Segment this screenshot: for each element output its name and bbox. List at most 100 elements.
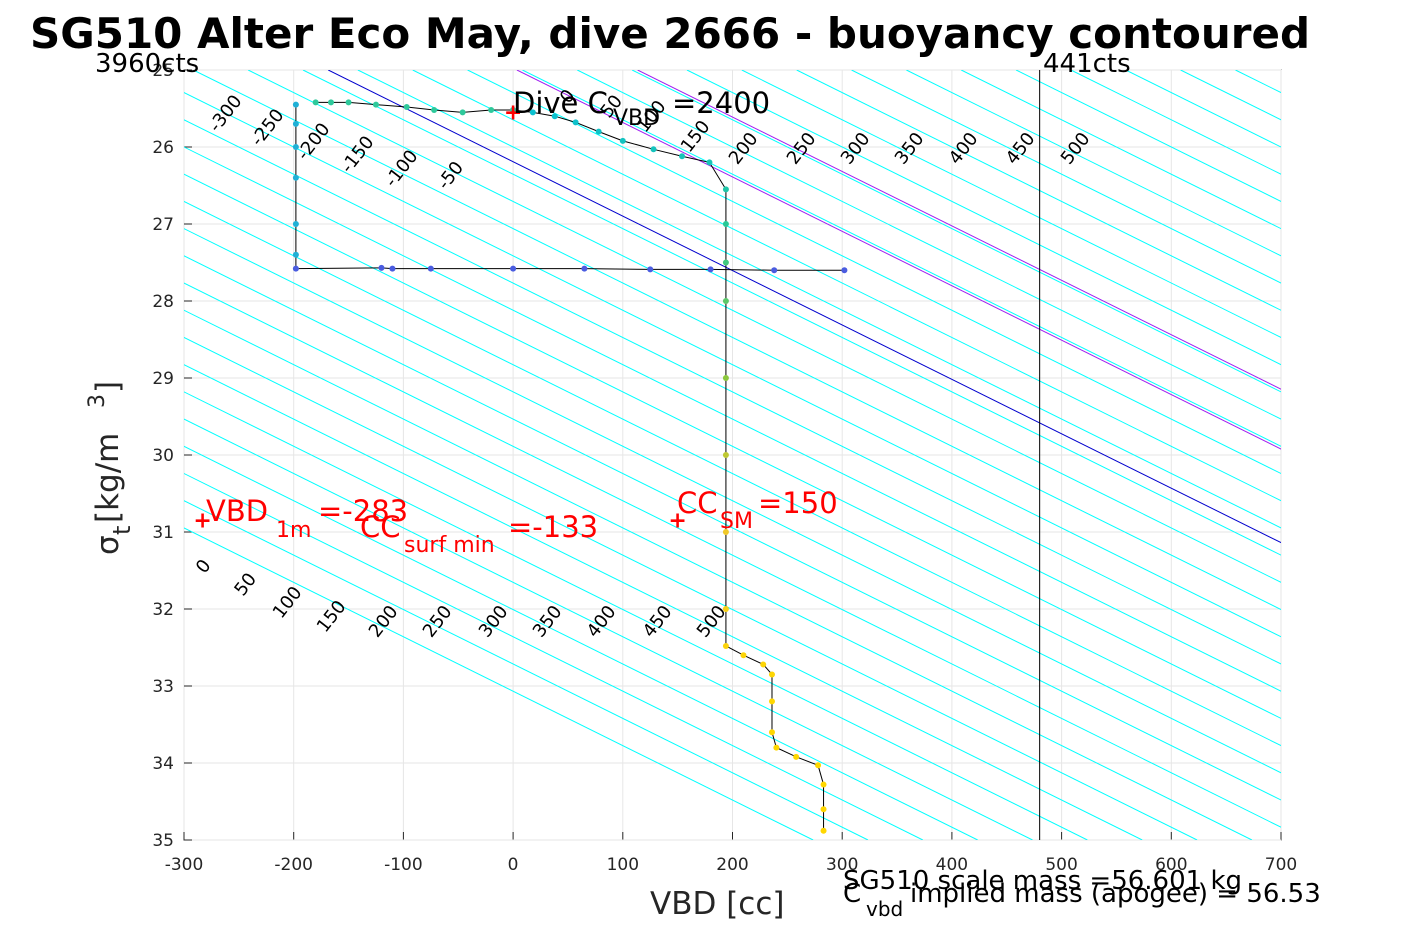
svg-text:CC: CC (360, 510, 401, 544)
contour-line (741, 70, 1281, 339)
trace-point (292, 221, 299, 227)
svg-text:t: t (108, 526, 136, 535)
trace-point (581, 265, 588, 272)
purple-bound-line (516, 70, 1281, 450)
svg-text:1m: 1m (276, 518, 311, 543)
contour-line (193, 70, 1281, 611)
contour-line (247, 70, 1281, 583)
trace-point (722, 642, 729, 649)
svg-text:[kg/m: [kg/m (90, 433, 126, 523)
trace-point (722, 529, 729, 535)
trace-point (595, 128, 602, 135)
svg-text:=150: =150 (758, 486, 838, 520)
x-tick-label: -200 (274, 855, 313, 875)
contour-line (184, 92, 1281, 638)
contour-line (184, 282, 1281, 828)
trace-point (488, 107, 495, 114)
contour-line (906, 70, 1281, 257)
trace-point (722, 298, 729, 304)
trace-point (722, 221, 729, 227)
y-tick-label: 28 (152, 292, 174, 312)
contour-line (184, 146, 1281, 692)
trace-point (292, 265, 299, 272)
trace-point (768, 729, 775, 736)
trace-point (327, 99, 334, 106)
right-counts-label: 441cts (1043, 49, 1131, 79)
contour-line (686, 70, 1281, 366)
x-tick-label: 0 (508, 855, 519, 875)
plus-marker: + (193, 508, 211, 533)
y-tick-label: 32 (152, 600, 174, 620)
trace-point (760, 661, 767, 668)
x-tick-label: 700 (1265, 855, 1297, 875)
trace-point (572, 119, 579, 126)
trace-point (771, 267, 778, 274)
trace-point (292, 120, 299, 127)
trace-point (679, 153, 686, 160)
svg-text:implied mass (apogee) = 56.53: implied mass (apogee) = 56.53 (910, 879, 1321, 909)
trace-point (292, 101, 299, 108)
trace-point (312, 99, 319, 106)
contour-line (357, 70, 1281, 529)
contour-line (184, 391, 1088, 840)
trace-point (706, 159, 713, 166)
x-tick-labels: -300 -200 -100 0 100 200 300 400 500 600 700 (165, 855, 1298, 875)
svg-text:Dive C: Dive C (513, 86, 608, 120)
svg-text:VBD: VBD (613, 106, 660, 131)
trace-point (768, 671, 775, 678)
svg-text:3: 3 (85, 394, 110, 408)
trace-point (372, 101, 379, 108)
x-tick-label: 100 (607, 855, 639, 875)
chart-title: SG510 Alter Eco May, dive 2666 - buoyanc… (30, 9, 1310, 58)
contour-line (577, 70, 1281, 420)
trace-point (740, 652, 747, 659)
svg-text:]: ] (90, 381, 126, 393)
y-tick-label: 31 (152, 523, 174, 543)
trace-point (510, 265, 517, 272)
implied-mass-label: C vbd implied mass (apogee) = 56.53 (843, 879, 1321, 921)
trace-point (551, 113, 558, 120)
contour-line (851, 70, 1281, 284)
contour-line (961, 70, 1281, 230)
contour-line (184, 500, 869, 840)
contour-line (184, 200, 1281, 747)
descent-trace-line (295, 104, 845, 271)
plus-marker: + (668, 508, 686, 533)
x-axis-label: VBD [cc] (650, 886, 784, 922)
purple-bound-line (637, 70, 1281, 390)
x-tick-label: 400 (936, 855, 968, 875)
dive-cvbd-annotation: Dive C VBD =2400 (513, 86, 770, 131)
svg-text:σ: σ (90, 535, 126, 555)
contour-line (184, 527, 814, 840)
contour-lines (184, 70, 1281, 840)
svg-text:=-133: =-133 (508, 510, 598, 544)
contour-line (184, 472, 924, 840)
trace-point (510, 107, 517, 114)
trace-point (389, 265, 396, 272)
trace-point (459, 109, 466, 116)
trace-point (650, 146, 657, 153)
y-tick-label: 33 (152, 677, 174, 697)
trace-point (292, 174, 299, 181)
contour-line (184, 173, 1281, 719)
x-tick-label: 300 (826, 855, 858, 875)
contour-line (302, 70, 1281, 556)
trace-point (529, 109, 536, 116)
contour-line (184, 228, 1281, 774)
trace-point (292, 144, 299, 150)
y-tick-label: 35 (152, 831, 174, 851)
trace-point (722, 186, 729, 193)
trace-point (815, 762, 822, 769)
cc-sm-annotation: CC SM =150 (677, 486, 838, 534)
contour-line (184, 336, 1198, 840)
annotation-markers: + + + (193, 100, 686, 533)
left-counts-label: 3960cts (95, 49, 199, 79)
scale-mass-label: SG510 scale mass =56.601 kg (843, 866, 1242, 896)
contour-line (412, 70, 1281, 502)
y-tick-label: 34 (152, 754, 174, 774)
y-axis-label: σ t [kg/m 3 ] (85, 381, 136, 555)
svg-text:=-283: =-283 (318, 494, 408, 528)
contour-line (522, 70, 1281, 447)
y-tick-label: 29 (152, 369, 174, 389)
